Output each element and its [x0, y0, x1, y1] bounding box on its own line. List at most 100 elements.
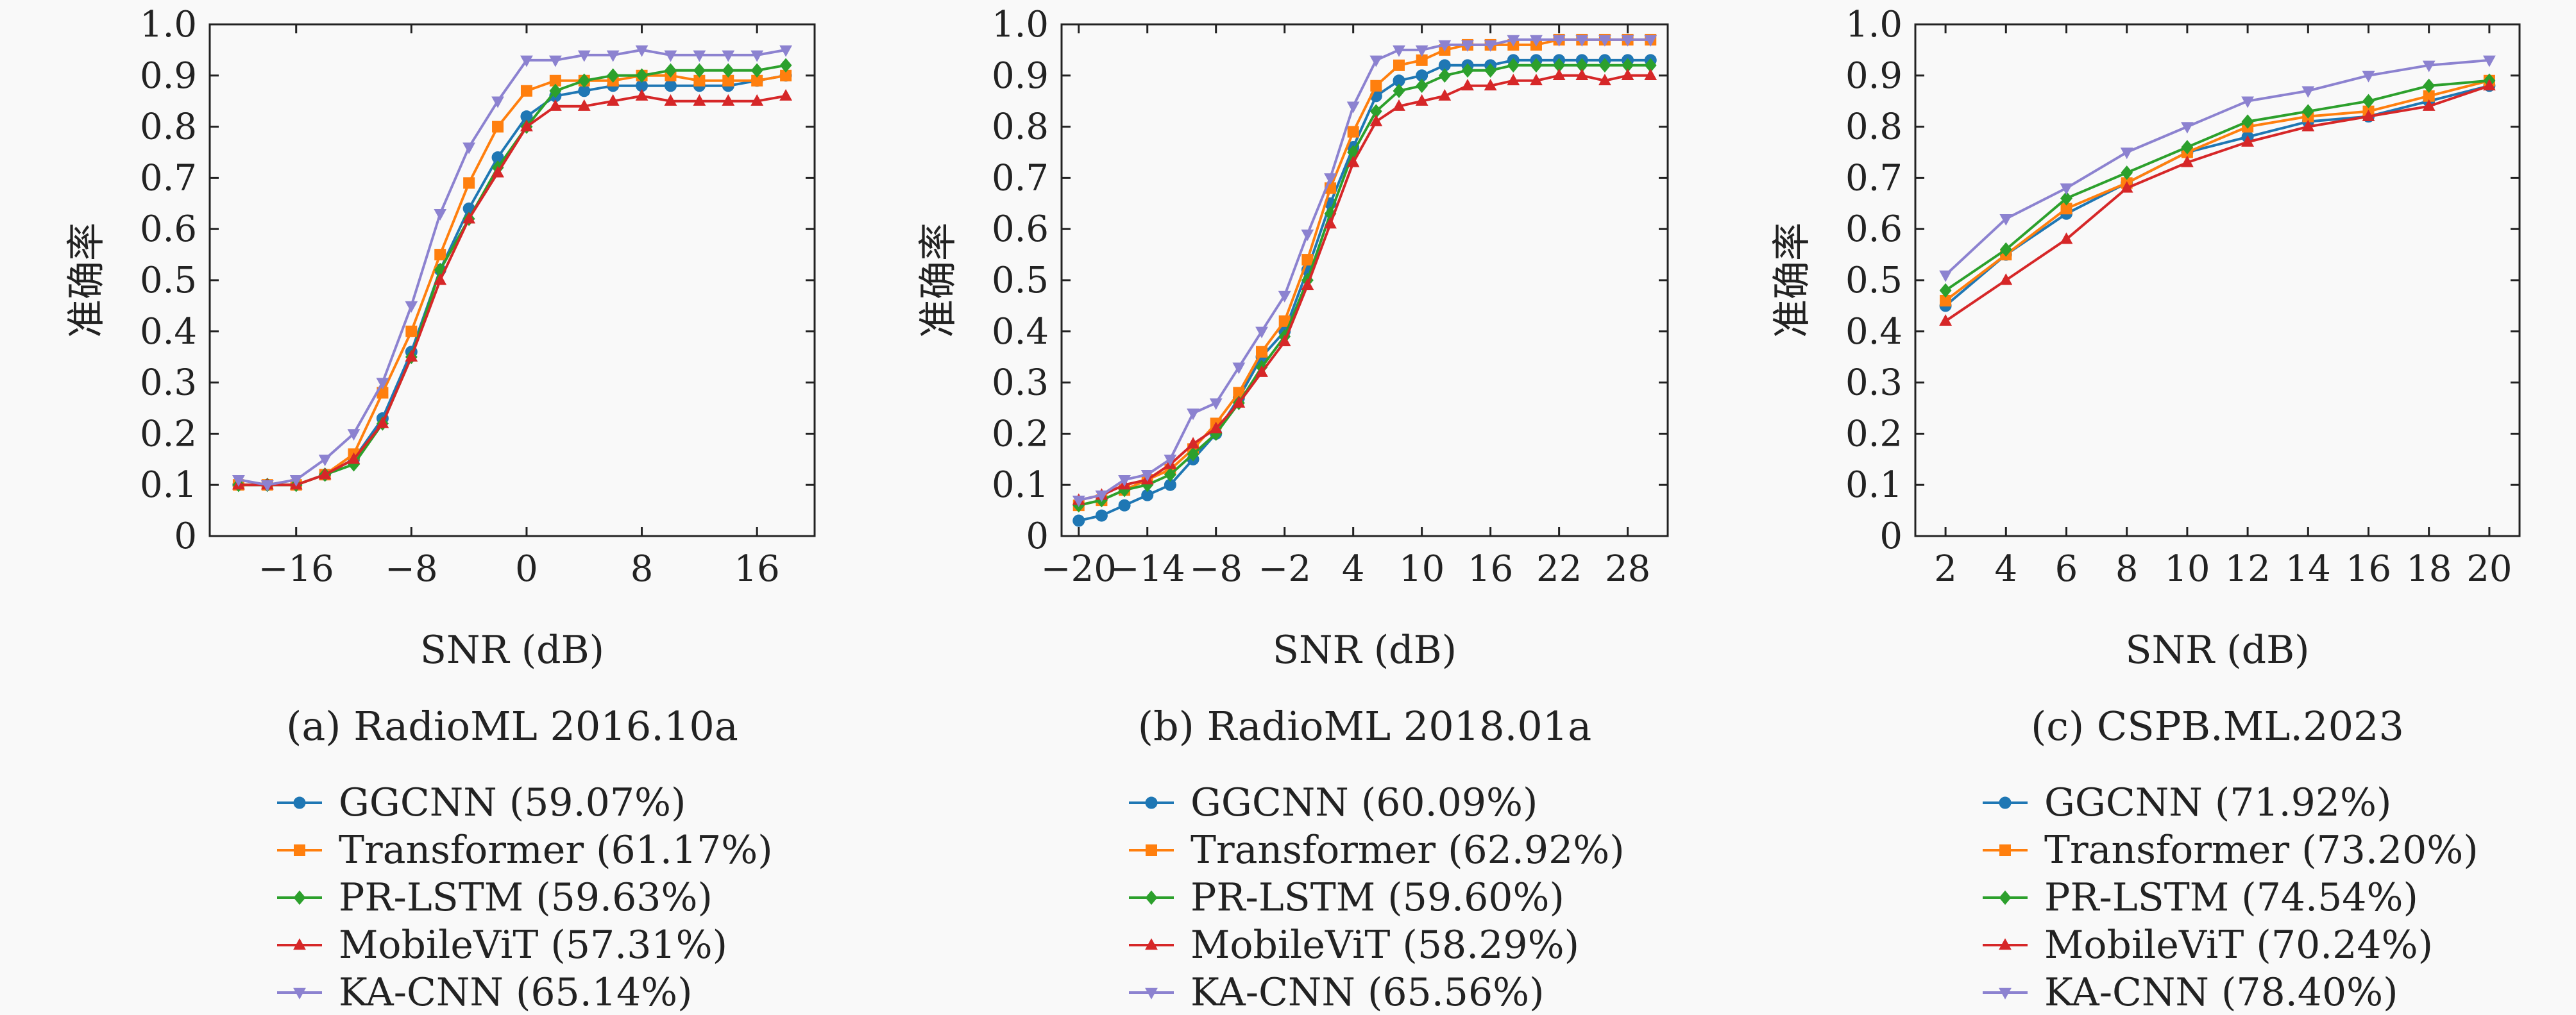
data-point: [1939, 283, 1952, 298]
data-point: [405, 301, 418, 313]
y-tick-label: 0.2: [1845, 413, 1902, 455]
legend-marker: [1999, 938, 2012, 950]
legend-marker: [1999, 890, 2012, 905]
data-point: [1530, 58, 1543, 73]
data-point: [779, 45, 792, 57]
data-point: [1278, 290, 1291, 303]
data-point: [2301, 104, 2314, 119]
data-point: [1621, 35, 1634, 47]
data-point: [434, 209, 447, 221]
y-tick-label: 0.5: [1845, 260, 1902, 301]
data-point: [1416, 78, 1428, 94]
legend-entry: MobileViT (58.29%): [1191, 923, 1579, 968]
y-tick-label: 0.6: [1845, 208, 1902, 250]
data-point: [2181, 140, 2194, 155]
data-point: [1209, 398, 1223, 410]
series-line: [1944, 84, 2490, 323]
data-point: [1598, 58, 1611, 73]
legend-entry: KA-CNN (65.14%): [339, 970, 693, 1015]
data-point: [549, 74, 561, 87]
series-pr-lstm: [1072, 58, 1657, 513]
y-tick-label: 0.5: [992, 260, 1049, 301]
data-point: [693, 94, 706, 106]
legend-entry: GGCNN (60.09%): [1191, 780, 1538, 825]
data-point: [1369, 104, 1382, 119]
data-point: [2181, 122, 2194, 134]
data-point: [1575, 58, 1588, 73]
y-tick-label: 0.8: [140, 106, 197, 148]
data-point: [1552, 69, 1566, 80]
legend: GGCNN (60.09%)Transformer (62.92%)PR-LST…: [1129, 780, 1625, 1015]
legend-marker: [293, 796, 306, 809]
data-point: [750, 94, 764, 106]
y-tick-label: 0.6: [992, 208, 1049, 250]
data-point: [1940, 294, 1952, 306]
legend: GGCNN (71.92%)Transformer (73.20%)PR-LST…: [1983, 780, 2479, 1015]
legend-entry: PR-LSTM (59.60%): [1191, 875, 1564, 920]
data-point: [693, 50, 706, 62]
data-point: [2181, 155, 2194, 167]
data-point: [520, 55, 533, 67]
y-tick-label: 0.7: [992, 157, 1049, 199]
series-pr-lstm: [232, 58, 792, 492]
legend-marker: [294, 844, 305, 856]
data-point: [491, 165, 504, 178]
data-point: [1140, 470, 1154, 482]
data-point: [1552, 35, 1566, 47]
data-point: [1072, 495, 1085, 507]
data-point: [1530, 35, 1543, 47]
data-point: [1187, 447, 1199, 462]
x-axis-title: SNR (dB): [2125, 628, 2309, 673]
data-point: [1118, 499, 1131, 512]
y-tick-label: 0: [174, 516, 197, 557]
data-point: [722, 94, 735, 106]
data-point: [2362, 71, 2375, 83]
data-point: [1347, 126, 1359, 138]
series-line: [1944, 58, 2490, 276]
series-line: [238, 94, 786, 487]
y-tick-label: 0.7: [1845, 157, 1902, 199]
data-point: [1346, 155, 1360, 167]
data-point: [1461, 40, 1474, 52]
data-point: [1233, 387, 1245, 399]
data-point: [1416, 54, 1428, 66]
series-pr-lstm: [1939, 73, 2496, 298]
data-point: [1324, 217, 1337, 229]
data-point: [1255, 365, 1268, 377]
data-point: [549, 83, 562, 98]
series-line: [238, 74, 786, 487]
series-ggcnn: [1072, 54, 1657, 527]
legend-marker: [1145, 890, 1158, 905]
data-point: [779, 88, 792, 101]
legend-marker: [1145, 987, 1158, 1000]
y-axis-title: 准确率: [64, 222, 109, 338]
data-point: [1393, 99, 1405, 111]
x-tick-label: 12: [2224, 548, 2270, 590]
data-point: [1644, 58, 1657, 73]
data-point: [606, 50, 620, 62]
subplot-cspb-ml-2023: 0 0.1 0.2 0.3 0.4 0.5 0.6 0.7 0.8 0.9 1.0 2 4 6 8 10 12 1…: [1770, 4, 2521, 1015]
subplot-radioml-2016: 0 0.1 0.2 0.3 0.4 0.5 0.6 0.7 0.8 0.9 1.0 −16 −8 0 8 16…: [64, 4, 816, 1015]
data-point: [1232, 396, 1246, 408]
y-tick-label: 0.5: [140, 260, 197, 301]
data-point: [1575, 69, 1589, 80]
y-tick-label: 0.1: [1845, 464, 1902, 506]
x-tick-label: −14: [1110, 548, 1185, 590]
data-point: [2301, 119, 2315, 131]
data-point: [2423, 90, 2435, 102]
data-point: [1346, 101, 1360, 113]
data-point: [2060, 203, 2072, 215]
x-tick-label: 16: [1468, 548, 1513, 590]
y-tick-label: 0: [1879, 516, 1902, 557]
data-point: [405, 349, 418, 362]
data-point: [1484, 78, 1497, 90]
legend-entry: KA-CNN (78.40%): [2044, 970, 2398, 1015]
x-tick-label: −8: [1189, 548, 1242, 590]
data-point: [2301, 86, 2315, 98]
data-point: [1507, 35, 1520, 47]
data-point: [2060, 191, 2072, 206]
data-point: [463, 177, 475, 189]
x-tick-label: 10: [2164, 548, 2210, 590]
data-point: [1187, 437, 1199, 449]
data-point: [1324, 173, 1337, 185]
